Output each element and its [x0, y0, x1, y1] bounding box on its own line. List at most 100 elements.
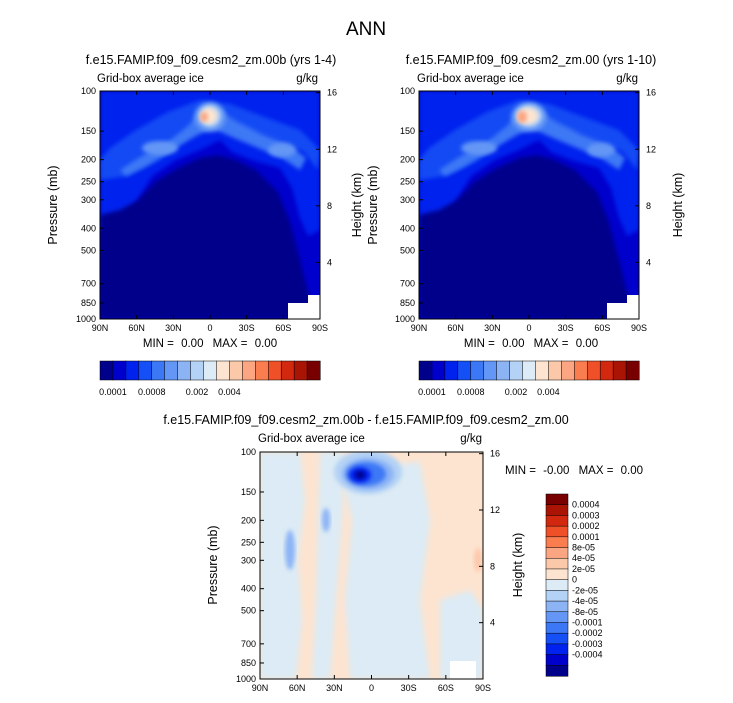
panel-2-contour-field [419, 91, 639, 319]
colorbar-swatch [548, 360, 562, 381]
y-right-tick-label: 16 [490, 449, 500, 459]
panel-1-title: f.e15.FAMIP.f09_f09.cesm2_zm.00b (yrs 1-… [86, 53, 337, 67]
panel-3-colorbar: 0.00040.00030.00020.00018e-054e-052e-050… [545, 493, 603, 677]
y-tick-label: 700 [81, 279, 96, 289]
panel-1-colorbar: 0.0001 0.0008 0.002 0.004 [99, 360, 321, 397]
colorbar-swatch [545, 665, 569, 677]
colorbar-label: -8e-05 [572, 607, 598, 617]
colorbar-swatch [418, 360, 433, 381]
y-right-tick-label: 16 [646, 88, 656, 98]
colorbar-swatch [99, 360, 114, 381]
panel-1-subtitle-left: Grid-box average ice [97, 73, 204, 85]
colorbar-label: 4e-05 [572, 553, 595, 563]
colorbar-swatch [545, 547, 569, 559]
x-tick-label: 90S [631, 323, 647, 333]
panel-3-y-right-label: Height (km) [511, 533, 525, 598]
colorbar-swatch [545, 632, 569, 645]
y-tick-label: 700 [241, 639, 256, 649]
x-tick-label: 90N [92, 323, 109, 333]
panel-3-axes: 100 150 200 250 300 400 500 700 850 1000 16 12 8 4 90N… [236, 447, 500, 693]
y-tick-label: 500 [241, 606, 256, 616]
y-tick-label: 250 [241, 537, 256, 547]
panel-2-title: f.e15.FAMIP.f09_f09.cesm2_zm.00 (yrs 1-1… [406, 53, 657, 67]
x-tick-label: 30S [239, 323, 255, 333]
x-tick-label: 30N [484, 323, 501, 333]
x-tick-label: 60N [447, 323, 464, 333]
colorbar-swatch [522, 360, 537, 381]
y-tick-label: 850 [81, 298, 96, 308]
panel-2-subtitle-right: g/kg [616, 73, 638, 85]
x-tick-label: 90N [411, 323, 428, 333]
x-tick-label: 0 [526, 323, 531, 333]
y-right-tick-label: 16 [327, 88, 337, 98]
panel-1-axes: 100 150 200 250 300 400 500 700 850 1000 16 12 8 4 90N… [76, 86, 337, 333]
y-tick-label: 400 [241, 584, 256, 594]
colorbar-label: -0.0001 [572, 617, 603, 627]
x-tick-label: 30S [558, 323, 574, 333]
panel-3-stats: MIN = -0.00 MAX = 0.00 [505, 465, 643, 477]
colorbar-swatch [545, 654, 569, 666]
y-tick-label: 150 [241, 487, 256, 497]
colorbar-label: 0.0002 [572, 521, 600, 531]
colorbar-swatch [545, 568, 569, 581]
colorbar-swatch [216, 360, 230, 381]
y-tick-label: 300 [81, 195, 96, 205]
colorbar-label: 0.002 [505, 387, 528, 397]
panel-1-subtitle-right: g/kg [296, 73, 318, 85]
colorbar-label: 0.0001 [418, 387, 446, 397]
panel-1: f.e15.FAMIP.f09_f09.cesm2_zm.00b (yrs 1-… [46, 53, 364, 397]
panel-3-contour-field [260, 452, 483, 679]
colorbar-swatch [545, 643, 569, 656]
panel-3: f.e15.FAMIP.f09_f09.cesm2_zm.00b - f.e15… [163, 413, 643, 693]
y-tick-label: 850 [400, 298, 415, 308]
x-tick-label: 30N [165, 323, 182, 333]
page-title: ANN [346, 19, 386, 40]
colorbar-label: -0.0002 [572, 628, 603, 638]
colorbar-label: 0.0008 [457, 387, 485, 397]
panel-1-stats: MIN = 0.00 MAX = 0.00 [143, 338, 277, 350]
colorbar-label: 0.004 [218, 387, 241, 397]
colorbar-swatch [545, 579, 569, 591]
colorbar-label: -2e-05 [572, 585, 598, 595]
panel-2-y-label: Pressure (mb) [366, 165, 380, 244]
colorbar-swatch [535, 360, 549, 381]
y-tick-label: 250 [81, 177, 96, 187]
panel-2: f.e15.FAMIP.f09_f09.cesm2_zm.00 (yrs 1-1… [366, 53, 685, 397]
colorbar-label: 0.0001 [572, 532, 600, 542]
x-tick-label: 30N [326, 683, 343, 693]
panel-2-subtitle-left: Grid-box average ice [417, 73, 524, 85]
colorbar-label: -0.0004 [572, 650, 603, 660]
panel-1-contour-field [100, 91, 320, 319]
panel-1-y-label: Pressure (mb) [46, 165, 60, 244]
x-tick-label: 30S [401, 683, 417, 693]
colorbar-swatch [496, 360, 511, 381]
colorbar-label: 0.0004 [572, 500, 600, 510]
colorbar-swatch [545, 600, 569, 613]
y-tick-label: 200 [400, 155, 415, 165]
y-right-tick-label: 8 [327, 201, 332, 211]
y-right-tick-label: 8 [646, 201, 651, 211]
colorbar-swatch [509, 360, 524, 381]
panel-2-colorbar: 0.0001 0.0008 0.002 0.004 [418, 360, 640, 397]
x-tick-label: 60N [128, 323, 145, 333]
y-tick-label: 300 [241, 555, 256, 565]
x-tick-label: 90S [312, 323, 328, 333]
colorbar-swatch [612, 360, 627, 381]
colorbar-label: 0.002 [186, 387, 209, 397]
x-tick-label: 60S [275, 323, 291, 333]
panel-2-axes: 100 150 200 250 300 400 500 700 850 1000 16 12 8 4 90N… [395, 86, 656, 333]
colorbar-swatch [586, 360, 601, 381]
y-right-tick-label: 12 [646, 144, 656, 154]
y-tick-label: 1000 [395, 314, 415, 324]
colorbar-swatch [457, 360, 472, 381]
panel-1-y-right-label: Height (km) [350, 173, 364, 238]
colorbar-swatch [483, 360, 498, 381]
x-tick-label: 60N [289, 683, 306, 693]
colorbar-swatch [470, 360, 485, 381]
colorbar-swatch [267, 360, 282, 381]
colorbar-swatch [255, 360, 269, 381]
colorbar-swatch [561, 360, 575, 381]
x-tick-label: 0 [369, 683, 374, 693]
y-tick-label: 850 [241, 658, 256, 668]
